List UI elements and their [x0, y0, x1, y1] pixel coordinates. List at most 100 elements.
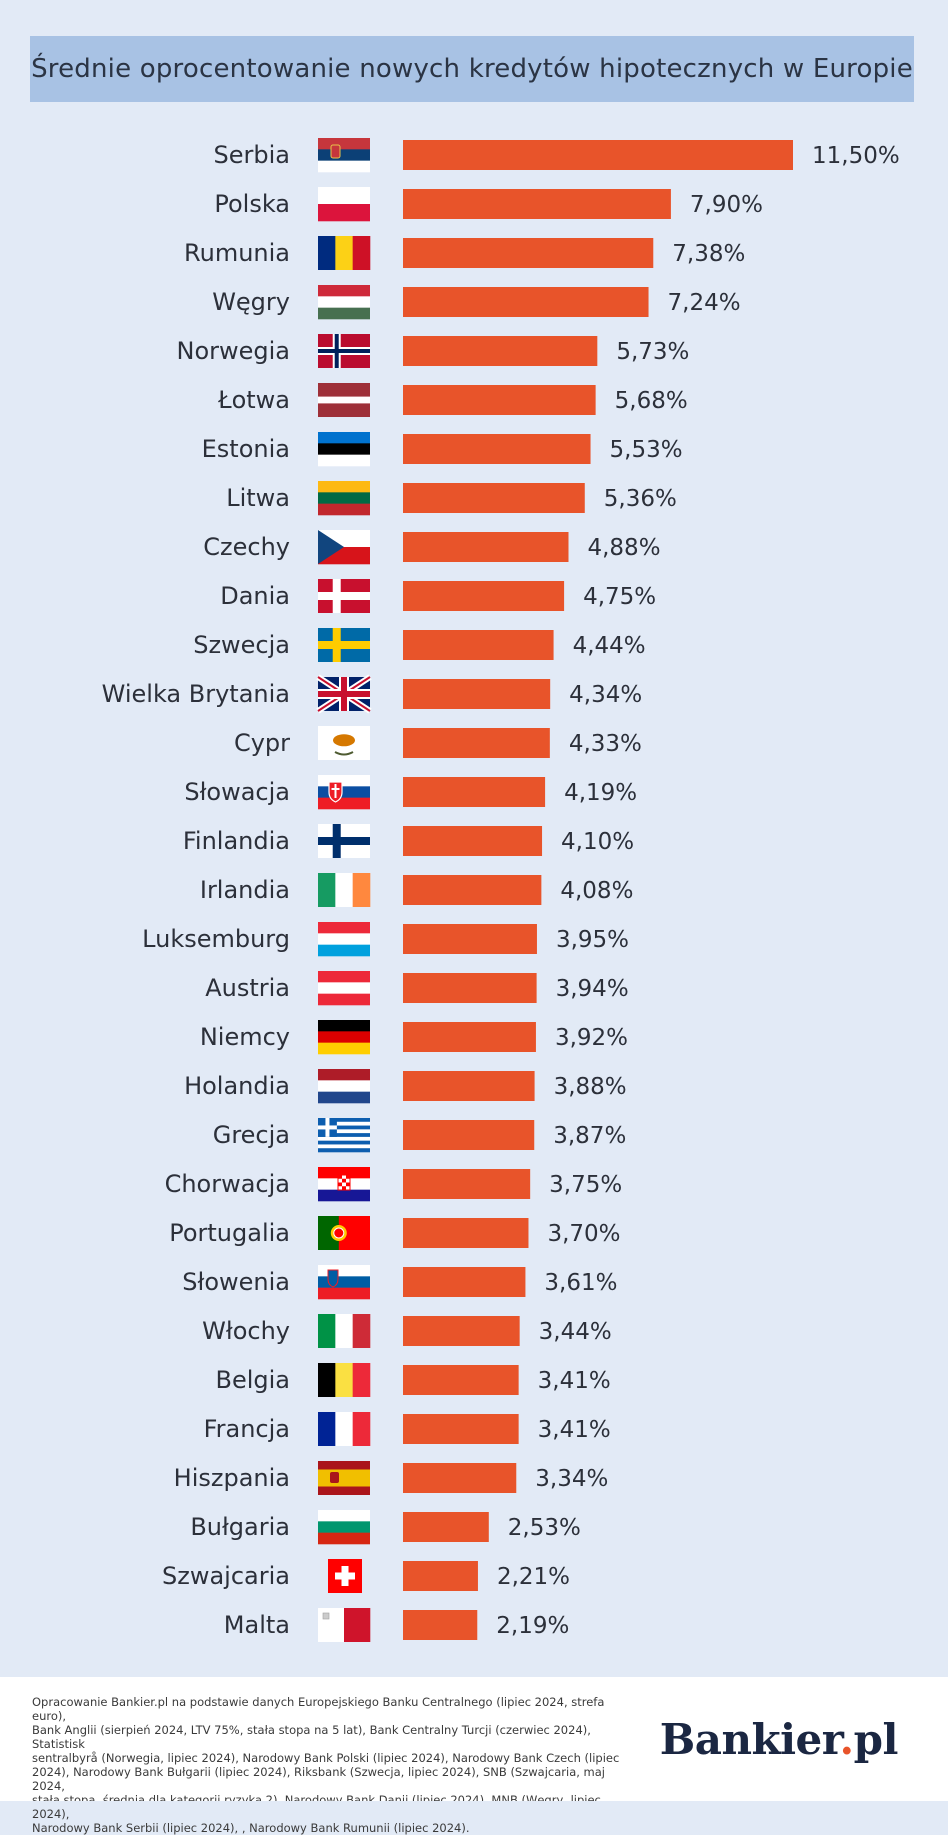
value-label: 2,19%: [496, 1613, 569, 1639]
bar: [403, 679, 551, 709]
value-label: 4,10%: [561, 829, 634, 855]
country-row: Francja 3,41%: [204, 1412, 611, 1446]
country-row: Bułgaria 2,53%: [190, 1510, 581, 1545]
bar: [403, 287, 649, 317]
value-label: 3,94%: [556, 976, 629, 1002]
portugal-flag-icon: [318, 1216, 370, 1250]
bar: [403, 1267, 526, 1297]
source-line: 2024), Narodowy Bank Bułgarii (lipiec 20…: [32, 1765, 606, 1793]
bar: [403, 434, 591, 464]
country-row: Węgry 7,24%: [212, 285, 741, 320]
source-line: sentralbyrå (Norwegia, lipiec 2024), Nar…: [32, 1751, 620, 1765]
country-label: Grecja: [213, 1121, 290, 1149]
value-label: 7,38%: [672, 241, 745, 267]
value-label: 3,44%: [539, 1319, 612, 1345]
country-label: Słowenia: [182, 1268, 290, 1296]
value-label: 5,73%: [616, 339, 689, 365]
value-label: 3,88%: [554, 1074, 627, 1100]
bar: [403, 483, 585, 513]
country-row: Hiszpania 3,34%: [174, 1461, 608, 1495]
bar: [403, 581, 565, 611]
bar: [403, 1022, 536, 1052]
country-row: Serbia 11,50%: [214, 138, 900, 173]
poland-flag-icon: [318, 187, 370, 222]
country-label: Estonia: [202, 435, 290, 463]
country-label: Rumunia: [184, 239, 290, 267]
bar: [403, 1071, 535, 1101]
finland-flag-icon: [318, 824, 370, 858]
country-row: Słowenia 3,61%: [182, 1265, 618, 1300]
france-flag-icon: [318, 1412, 371, 1446]
country-label: Szwecja: [193, 631, 290, 659]
country-label: Czechy: [203, 533, 290, 561]
country-row: Polska 7,90%: [214, 187, 763, 222]
value-label: 3,95%: [556, 927, 629, 953]
bar: [403, 385, 596, 415]
country-label: Irlandia: [200, 876, 290, 904]
source-line: Narodowy Bank Serbii (lipiec 2024), , Na…: [32, 1821, 470, 1835]
czechia-flag-icon: [318, 530, 370, 565]
country-label: Austria: [205, 974, 290, 1002]
country-label: Węgry: [212, 288, 290, 316]
switzerland-flag-icon: [328, 1559, 362, 1593]
country-row: Łotwa 5,68%: [217, 383, 688, 417]
country-label: Wielka Brytania: [102, 680, 290, 708]
bar-chart: Serbia 11,50% Polska 7,90% Rumunia 7,38% Węgry…: [102, 138, 900, 1642]
country-label: Litwa: [226, 484, 290, 512]
spain-flag-icon: [318, 1461, 370, 1495]
country-label: Chorwacja: [165, 1170, 290, 1198]
country-row: Belgia 3,41%: [215, 1363, 611, 1397]
value-label: 11,50%: [812, 143, 900, 169]
bankier-logo: Bankier.pl: [660, 1715, 899, 1764]
country-row: Norwegia 5,73%: [176, 334, 689, 368]
luxembourg-flag-icon: [318, 922, 370, 957]
bottom-strip: [0, 1801, 948, 1807]
country-row: Chorwacja 3,75%: [165, 1167, 622, 1202]
malta-flag-icon: [318, 1608, 371, 1642]
bar: [403, 189, 671, 219]
italy-flag-icon: [318, 1314, 371, 1348]
country-label: Dania: [220, 582, 290, 610]
bar: [403, 1414, 519, 1444]
country-row: Austria 3,94%: [205, 971, 629, 1006]
country-label: Bułgaria: [190, 1513, 290, 1541]
value-label: 3,61%: [544, 1270, 617, 1296]
bar: [403, 140, 793, 170]
country-label: Polska: [214, 190, 290, 218]
country-row: Włochy 3,44%: [202, 1314, 612, 1348]
country-label: Belgia: [215, 1366, 290, 1394]
country-row: Litwa 5,36%: [226, 481, 677, 516]
country-label: Francja: [204, 1415, 290, 1443]
country-label: Cypr: [234, 729, 290, 757]
logo-suffix: pl: [853, 1715, 899, 1764]
germany-flag-icon: [318, 1020, 370, 1055]
country-row: Szwajcaria 2,21%: [162, 1559, 570, 1593]
greece-flag-icon: [318, 1118, 370, 1153]
bar: [403, 1512, 489, 1542]
lithuania-flag-icon: [318, 481, 370, 516]
estonia-flag-icon: [318, 432, 370, 467]
bar: [403, 1316, 520, 1346]
value-label: 3,75%: [549, 1172, 622, 1198]
hungary-flag-icon: [318, 285, 370, 320]
cyprus-flag-icon: [318, 726, 370, 760]
value-label: 3,34%: [535, 1466, 608, 1492]
value-label: 7,90%: [690, 192, 763, 218]
value-label: 4,34%: [569, 682, 642, 708]
bulgaria-flag-icon: [318, 1510, 370, 1545]
country-label: Holandia: [184, 1072, 290, 1100]
slovakia-flag-icon: [318, 775, 370, 810]
country-label: Łotwa: [217, 386, 290, 414]
country-row: Niemcy 3,92%: [200, 1020, 628, 1055]
country-row: Holandia 3,88%: [184, 1069, 627, 1104]
latvia-flag-icon: [318, 383, 370, 417]
source-line: Bank Anglii (sierpień 2024, LTV 75%, sta…: [32, 1723, 591, 1751]
bar: [403, 238, 654, 268]
bar: [403, 1610, 478, 1640]
value-label: 4,08%: [560, 878, 633, 904]
sweden-flag-icon: [318, 628, 370, 662]
value-label: 3,87%: [553, 1123, 626, 1149]
bar: [403, 973, 537, 1003]
uk-flag-icon: [316, 674, 372, 714]
value-label: 4,75%: [583, 584, 656, 610]
